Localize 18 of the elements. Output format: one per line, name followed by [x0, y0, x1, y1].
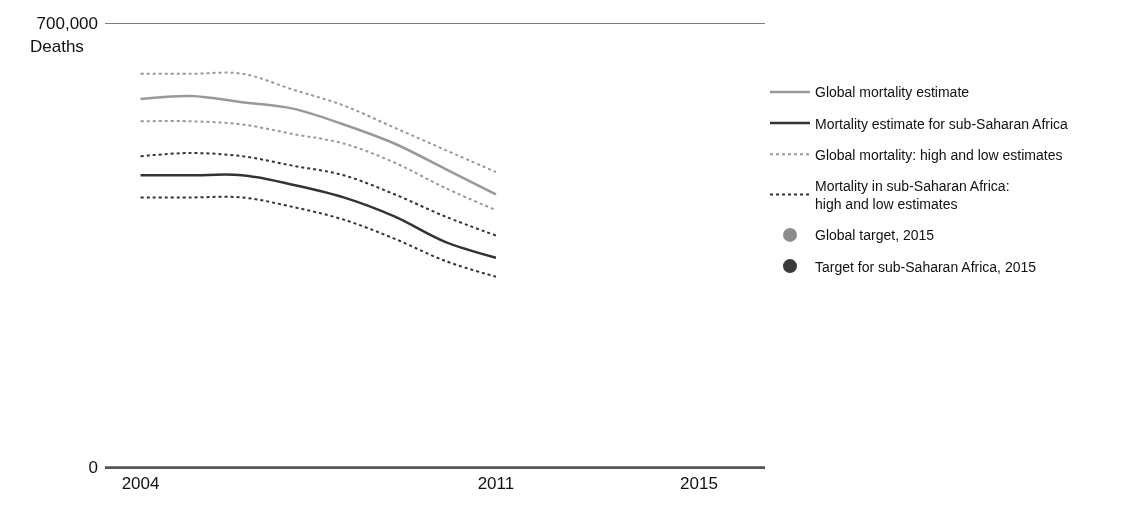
- legend-label: Global mortality estimate: [815, 84, 970, 101]
- legend-label: Target for sub-Saharan Africa, 2015: [815, 258, 1037, 275]
- line-series: [139, 94, 498, 196]
- legend-label: Global target, 2015: [815, 227, 935, 244]
- y-axis-title: Deaths: [30, 37, 84, 56]
- x-tick-label: 2015: [680, 474, 718, 494]
- line-series: [139, 195, 497, 278]
- line-series: [139, 152, 497, 237]
- line-series: [139, 71, 497, 174]
- y-tick-label: 0: [88, 457, 98, 477]
- x-tick-label: 2004: [121, 474, 160, 494]
- legend-label: Global mortality: high and low estimates: [815, 146, 1063, 163]
- legend-label: Mortality estimate for sub-Saharan Africa: [815, 115, 1069, 132]
- x-tick-label: 2011: [477, 474, 515, 494]
- line-series: [139, 173, 498, 259]
- legend-label: Mortality in sub-Saharan Africa: high and low estimates: [815, 177, 1010, 213]
- y-tick-label: 700,000: [36, 13, 98, 33]
- line-series: [139, 120, 497, 212]
